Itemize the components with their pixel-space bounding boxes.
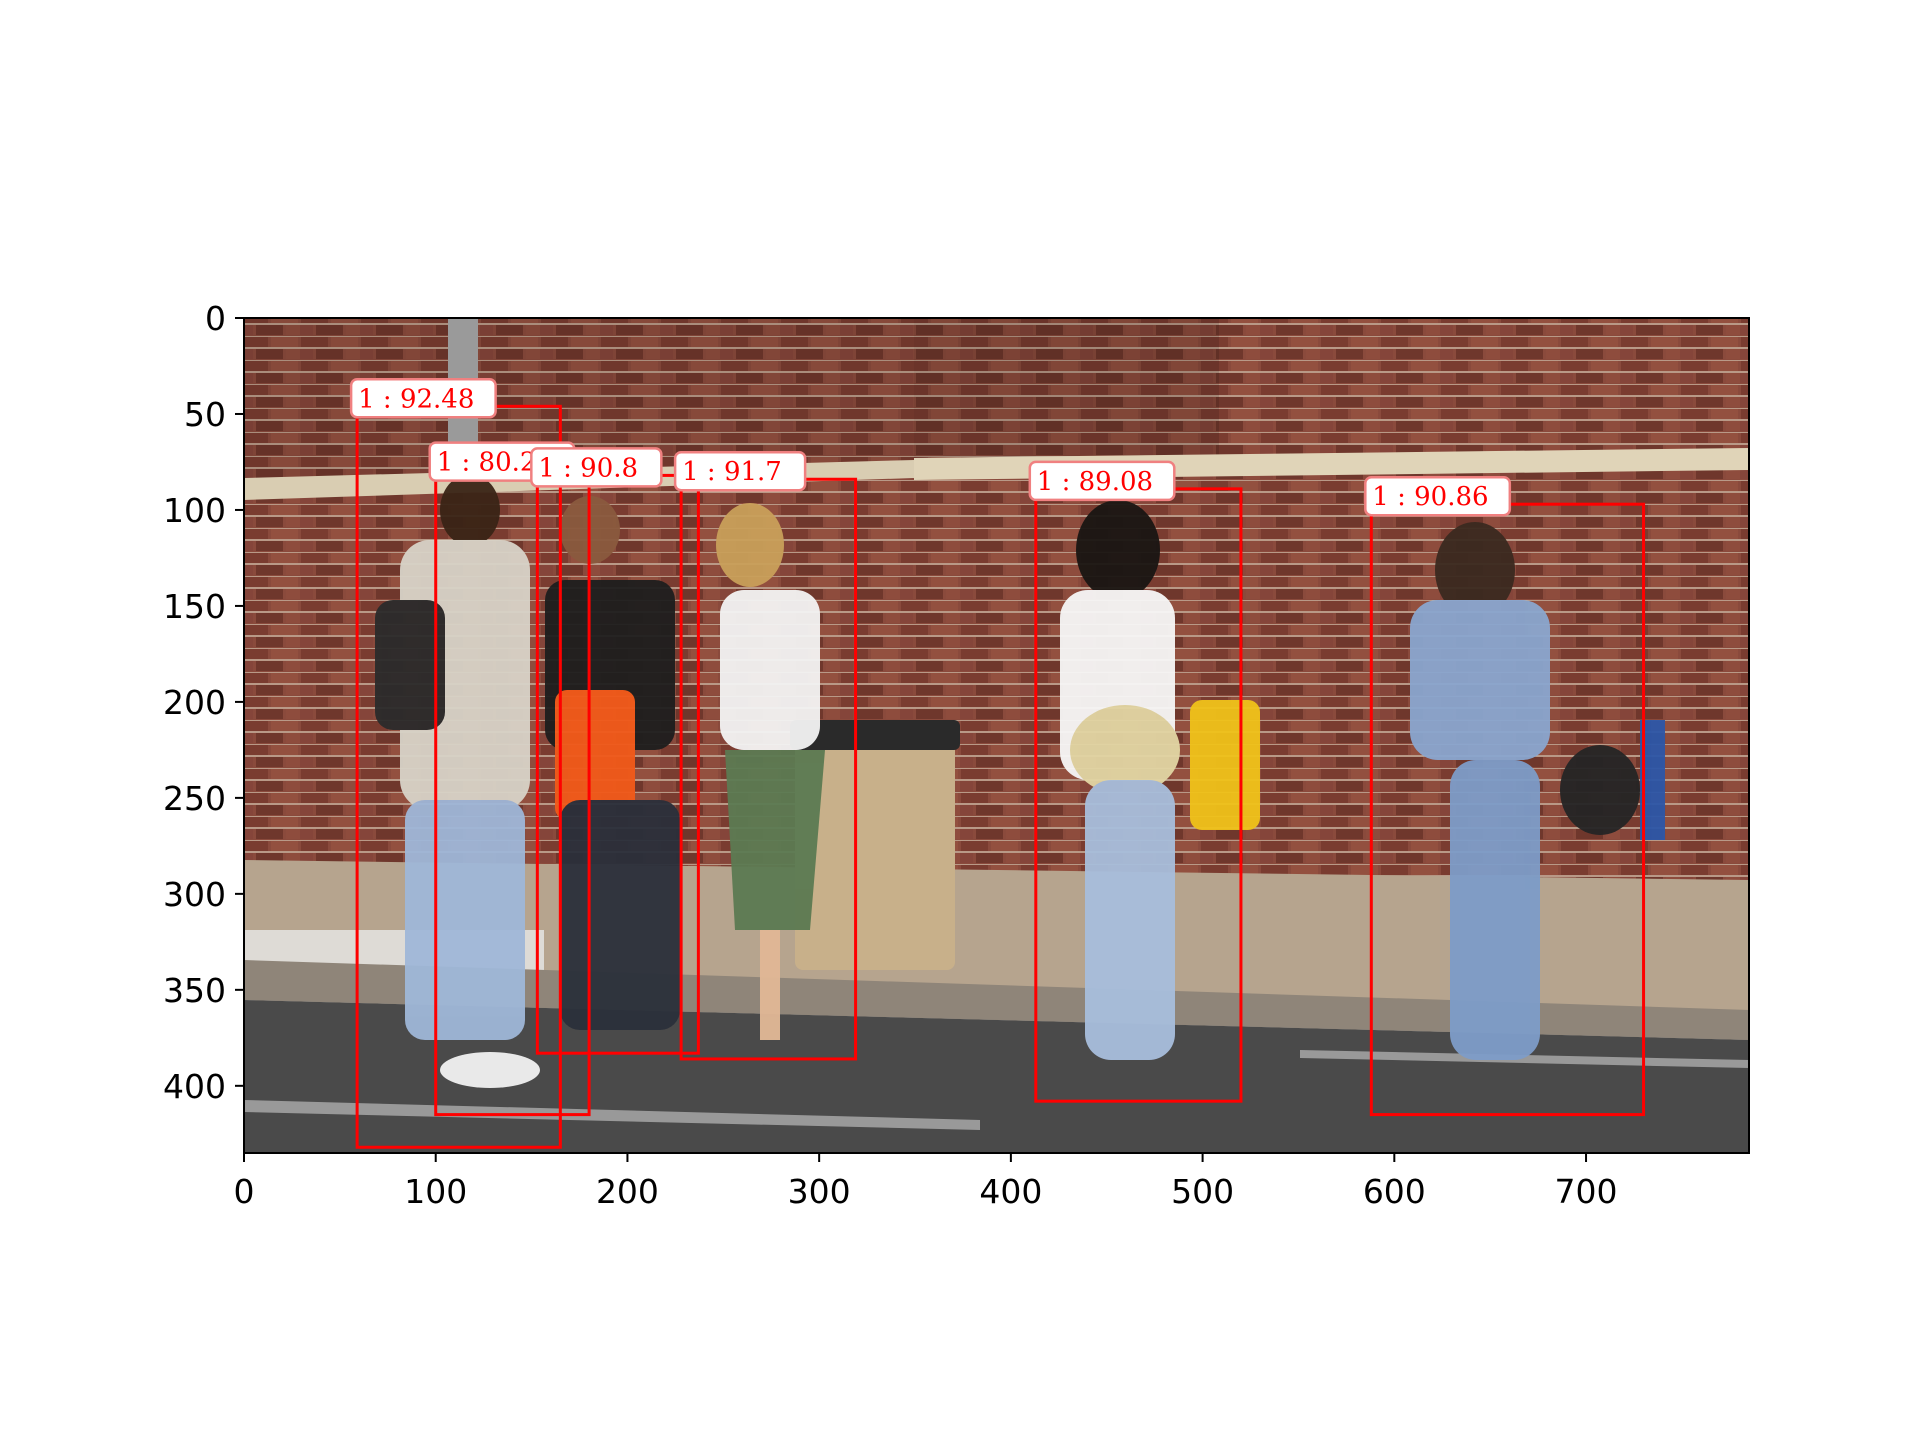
detection-label-background xyxy=(1364,475,1512,517)
x-tick-label: 600 xyxy=(1363,1172,1426,1211)
detection-label-background xyxy=(349,378,497,419)
axes-frame xyxy=(243,317,1750,1154)
x-axis: 0 100 200 300 400 500 600 700 xyxy=(234,1153,1618,1211)
y-tick-label: 300 xyxy=(163,875,226,914)
y-tick-label: 400 xyxy=(163,1067,226,1106)
detection-overlays: 1 : 92.481 : 80.281 : 90.8 1 : 91.7 1 : 89… xyxy=(349,378,1646,1149)
detection-label: 1 : 92.48 xyxy=(358,384,474,414)
detection-label: 1 : 90.86 xyxy=(1372,482,1488,512)
y-tick-label: 150 xyxy=(163,587,226,626)
detection-label-background xyxy=(530,447,663,488)
y-tick-label: 100 xyxy=(163,491,226,530)
y-tick-label: 50 xyxy=(184,395,226,434)
y-axis: 0 50 100 150 200 250 300 350 400 xyxy=(163,299,244,1106)
detection-label: 1 : 90.8 xyxy=(538,453,638,483)
detection-label: 1 : 91.7 xyxy=(682,457,782,487)
detection-label: 1 : 89.08 xyxy=(1037,467,1153,497)
x-tick-label: 700 xyxy=(1555,1172,1618,1211)
y-tick-label: 0 xyxy=(205,299,226,338)
detection-label-background xyxy=(673,450,807,492)
x-tick-label: 200 xyxy=(596,1172,659,1211)
y-tick-label: 350 xyxy=(163,971,226,1010)
y-tick-label: 250 xyxy=(163,779,226,818)
x-tick-label: 400 xyxy=(979,1172,1042,1211)
x-tick-label: 500 xyxy=(1171,1172,1234,1211)
detection-label-background xyxy=(1028,460,1176,502)
x-tick-label: 300 xyxy=(788,1172,851,1211)
x-tick-label: 0 xyxy=(234,1172,255,1211)
x-tick-label: 100 xyxy=(404,1172,467,1211)
y-tick-label: 200 xyxy=(163,683,226,722)
